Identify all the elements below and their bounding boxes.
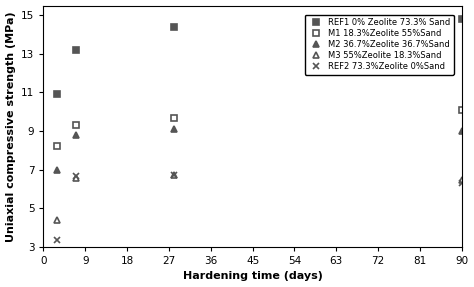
- M2 36.7%Zeolite 36.7%Sand: [73, 133, 79, 137]
- M2 36.7%Zeolite 36.7%Sand: [459, 129, 465, 133]
- M1 18.3%Zeolite 55%Sand: [55, 145, 60, 148]
- Line: REF1 0% Zeolite 73.3% Sand: REF1 0% Zeolite 73.3% Sand: [54, 15, 465, 98]
- Line: REF2 73.3%Zeolite 0%Sand: REF2 73.3%Zeolite 0%Sand: [54, 172, 465, 244]
- M1 18.3%Zeolite 55%Sand: [73, 123, 79, 127]
- M1 18.3%Zeolite 55%Sand: [171, 116, 176, 119]
- REF2 73.3%Zeolite 0%Sand: [73, 175, 79, 178]
- M3 55%Zeolite 18.3%Sand: [55, 218, 60, 222]
- REF1 0% Zeolite 73.3% Sand: [73, 48, 79, 52]
- M2 36.7%Zeolite 36.7%Sand: [171, 127, 176, 131]
- REF1 0% Zeolite 73.3% Sand: [171, 25, 176, 28]
- M3 55%Zeolite 18.3%Sand: [171, 174, 176, 177]
- REF2 73.3%Zeolite 0%Sand: [171, 174, 176, 177]
- Line: M2 36.7%Zeolite 36.7%Sand: M2 36.7%Zeolite 36.7%Sand: [54, 126, 465, 173]
- X-axis label: Hardening time (days): Hardening time (days): [182, 272, 323, 282]
- REF2 73.3%Zeolite 0%Sand: [459, 181, 465, 185]
- M1 18.3%Zeolite 55%Sand: [459, 108, 465, 112]
- M3 55%Zeolite 18.3%Sand: [459, 179, 465, 182]
- Line: M1 18.3%Zeolite 55%Sand: M1 18.3%Zeolite 55%Sand: [54, 106, 465, 150]
- M3 55%Zeolite 18.3%Sand: [73, 177, 79, 180]
- REF2 73.3%Zeolite 0%Sand: [55, 238, 60, 242]
- REF1 0% Zeolite 73.3% Sand: [55, 93, 60, 96]
- Legend: REF1 0% Zeolite 73.3% Sand, M1 18.3%Zeolite 55%Sand, M2 36.7%Zeolite 36.7%Sand, : REF1 0% Zeolite 73.3% Sand, M1 18.3%Zeol…: [305, 15, 454, 75]
- Line: M3 55%Zeolite 18.3%Sand: M3 55%Zeolite 18.3%Sand: [54, 172, 465, 223]
- REF1 0% Zeolite 73.3% Sand: [459, 17, 465, 21]
- Y-axis label: Uniaxial compressive strength (MPa): Uniaxial compressive strength (MPa): [6, 11, 16, 242]
- M2 36.7%Zeolite 36.7%Sand: [55, 168, 60, 171]
